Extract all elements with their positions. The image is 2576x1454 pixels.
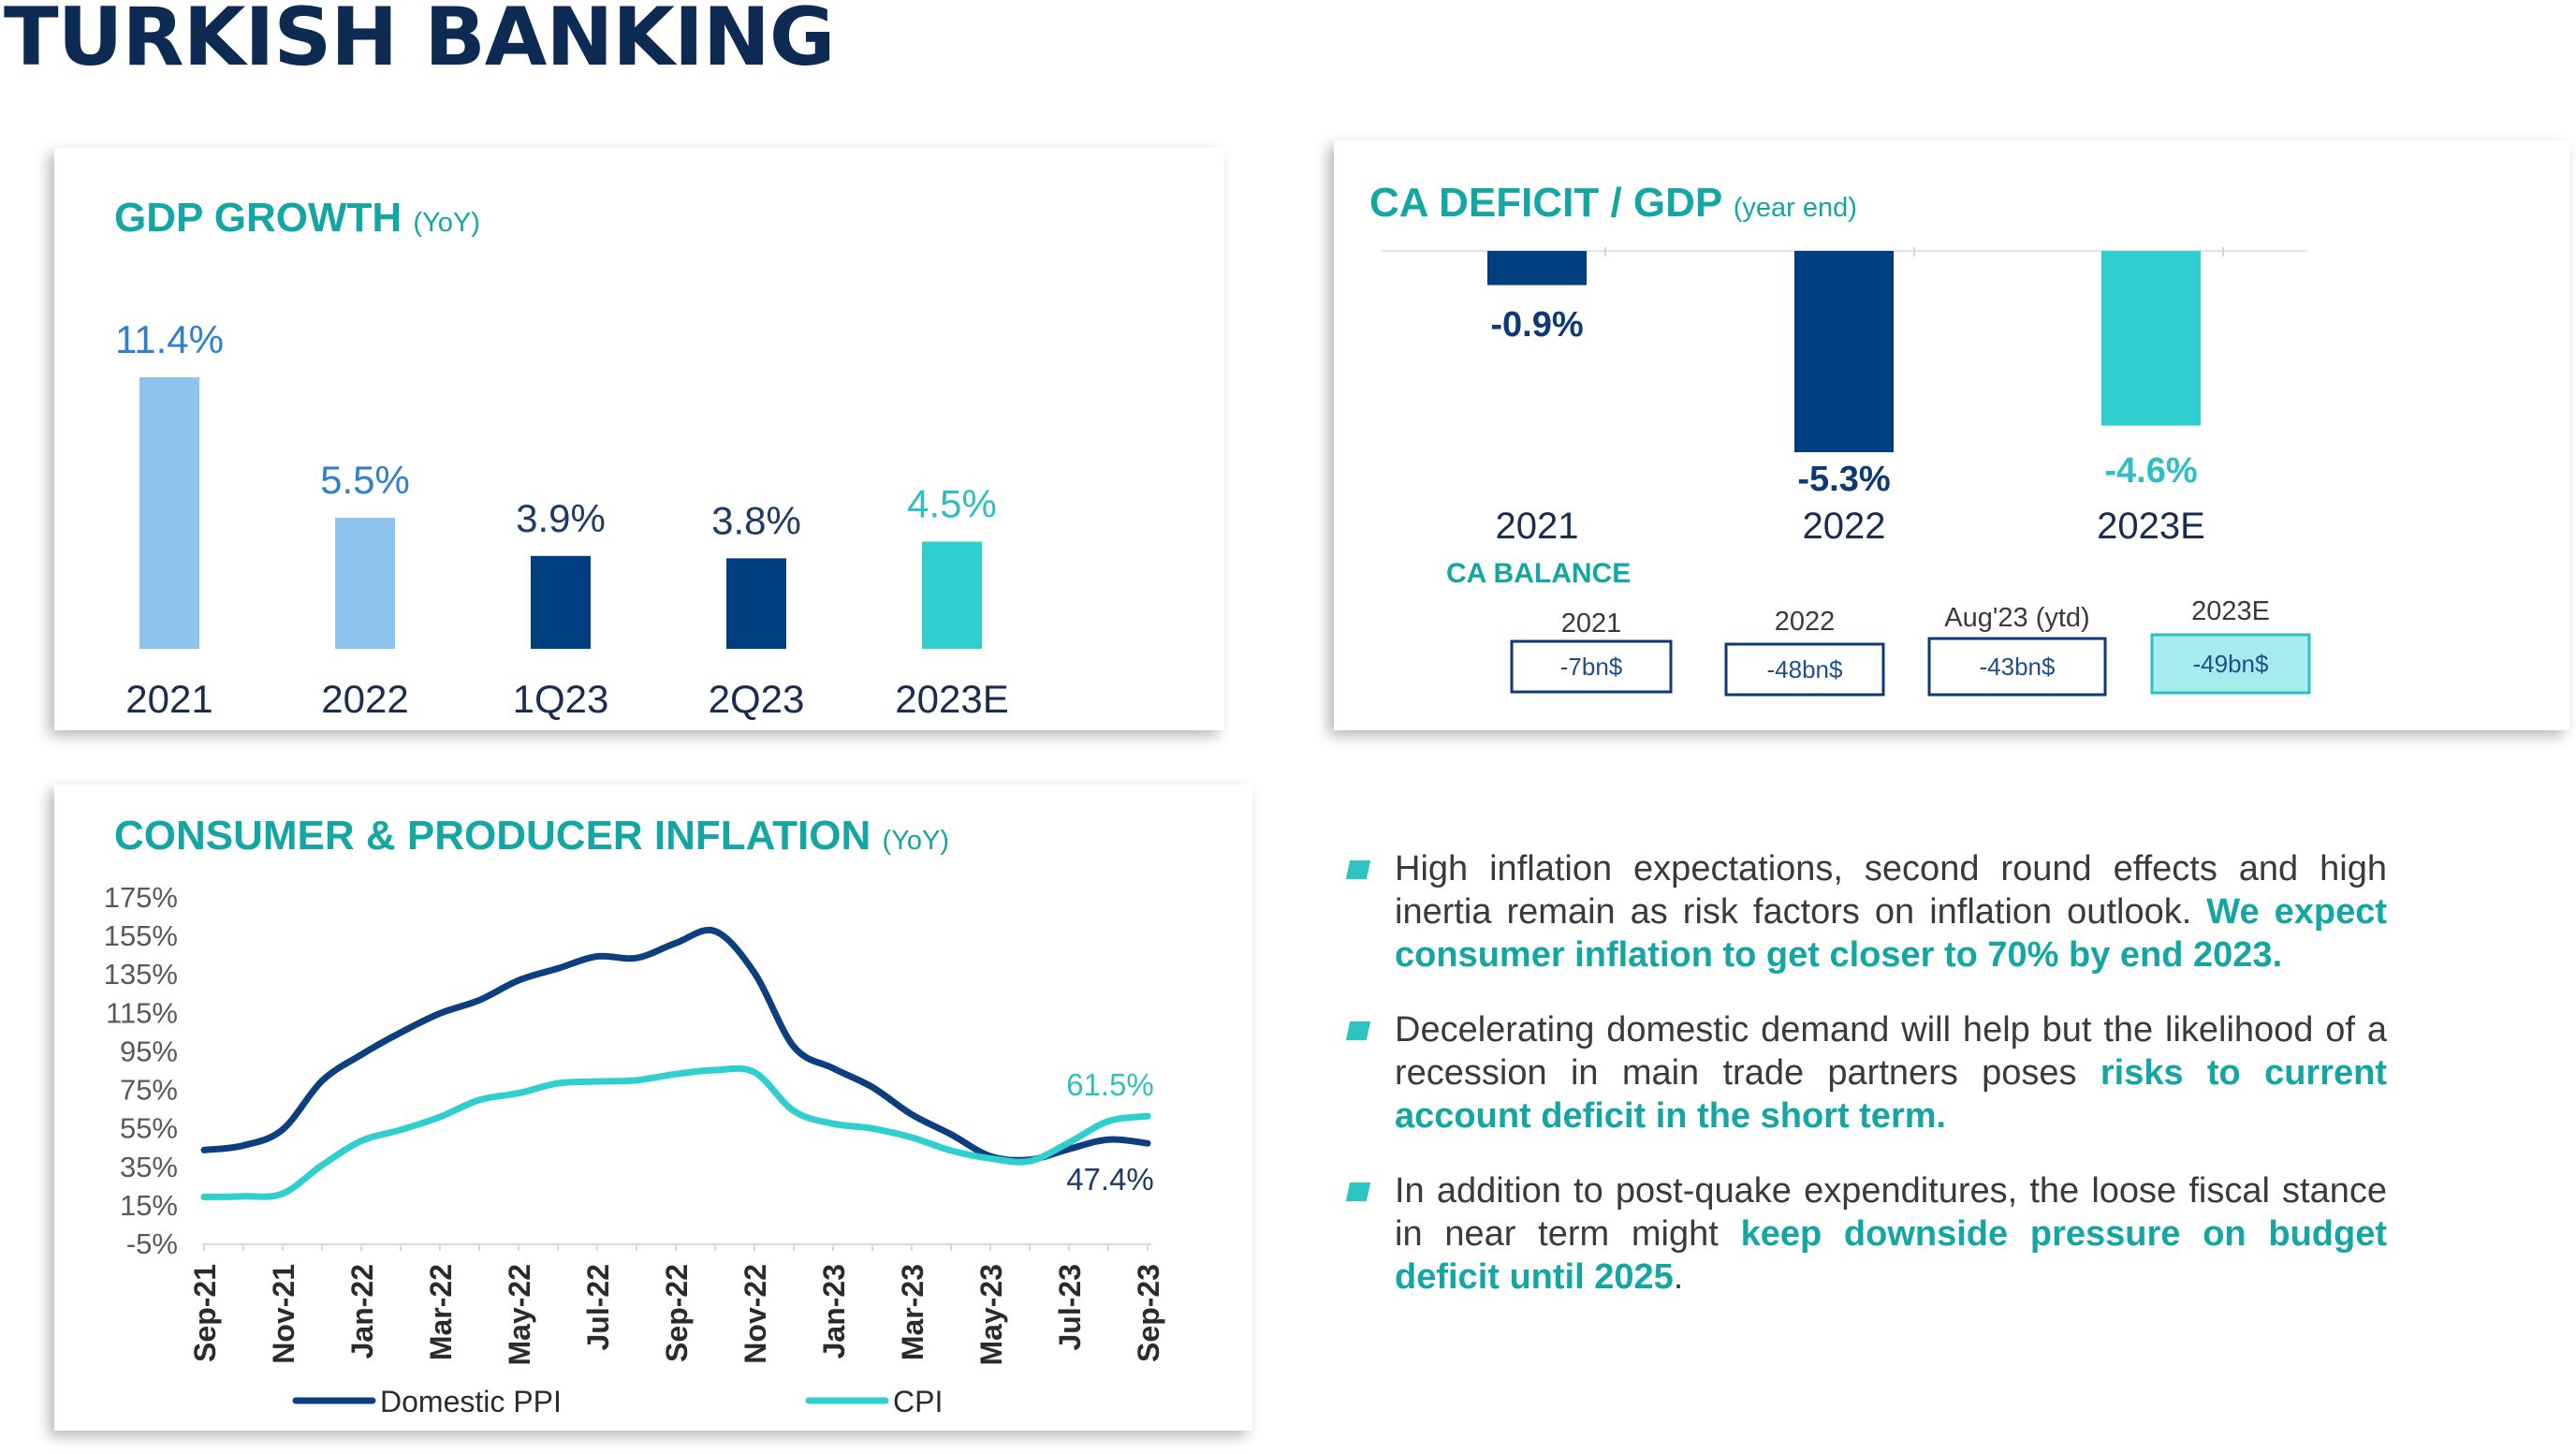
ca-balance-value: -7bn$ [1560, 653, 1623, 681]
gdp-value-label: 3.8% [711, 498, 801, 542]
gdp-value-label: 4.5% [907, 482, 997, 526]
ca-deficit-title: CA DEFICIT / GDP (year end) [1369, 180, 1857, 227]
ca-value-label: -5.3% [1797, 460, 1890, 499]
bullet-highlight: keep downside pressure on budget deficit… [1395, 1214, 2387, 1297]
y-tick-label: 75% [120, 1074, 178, 1107]
gdp-value-label: 11.4% [115, 317, 224, 361]
gdp-category-label: 1Q23 [513, 677, 609, 721]
bullet-item: In addition to post-quake expenditures, … [1345, 1169, 2387, 1299]
gdp-bar [335, 518, 395, 649]
ca-value-label: -0.9% [1490, 305, 1583, 345]
inflation-subtitle: (YoY) [882, 826, 949, 856]
ca-balance-value: -49bn$ [2193, 650, 2269, 678]
ca-balance-period: 2023E [2191, 596, 2270, 626]
x-tick-label: May-22 [503, 1264, 536, 1366]
x-tick-label: Sep-22 [660, 1264, 694, 1362]
bullet-text: In addition to post-quake expenditures, … [1395, 1171, 2387, 1254]
gdp-value-label: 5.5% [320, 458, 410, 502]
bullet-marker-icon [1345, 1182, 1371, 1201]
ca-balance-box [1724, 642, 1885, 697]
gdp-category-label: 2Q23 [709, 677, 805, 721]
x-tick-label: Nov-22 [739, 1264, 772, 1364]
gdp-category-label: 2022 [321, 677, 408, 721]
x-tick-label: Jul-22 [581, 1264, 615, 1350]
legend-ppi-label: Domestic PPI [380, 1385, 562, 1418]
x-tick-label: Nov-21 [267, 1264, 300, 1364]
ca-balance-value: -43bn$ [1980, 653, 2056, 681]
x-tick-label: Jan-23 [817, 1264, 851, 1359]
ca-balance-period: 2021 [1561, 609, 1622, 639]
x-tick-label: Mar-23 [896, 1264, 929, 1360]
gdp-bar [726, 558, 786, 649]
y-tick-label: 135% [104, 958, 178, 991]
ca-category-label: 2023E [2097, 506, 2205, 547]
ca-category-label: 2021 [1496, 506, 1579, 547]
ca-balance-period: 2022 [1775, 607, 1836, 637]
gdp-growth-title: GDP GROWTH (YoY) [114, 195, 480, 242]
bullet-text: Decelerating domestic demand will help b… [1395, 1010, 2387, 1093]
bullet-item: Decelerating domestic demand will help b… [1345, 1008, 2387, 1138]
gdp-growth-panel: GDP GROWTH (YoY) 11.4% 2021 5.5% 2022 3.9% 1Q… [54, 148, 1224, 730]
y-tick-label: 15% [120, 1189, 178, 1222]
cpi-end-label: 61.5% [1066, 1067, 1154, 1102]
ca-category-label: 2022 [1803, 506, 1886, 547]
gdp-bar [531, 555, 591, 649]
gdp-growth-subtitle: (YoY) [413, 208, 480, 238]
legend-cpi-label: CPI [893, 1385, 943, 1418]
gdp-growth-title-text: GDP GROWTH [114, 195, 402, 241]
ca-bar [2101, 251, 2201, 426]
x-tick-label: Sep-23 [1132, 1264, 1165, 1362]
y-tick-label: -5% [126, 1227, 178, 1260]
ca-balance-box [1927, 637, 2107, 697]
y-tick-label: 115% [106, 996, 178, 1029]
ca-deficit-chart: -0.9% 2021 -5.3% 2022 -4.6% 2023E CA BALANCE 20… [1383, 247, 2311, 697]
inflation-title-text: CONSUMER & PRODUCER INFLATION [114, 813, 871, 859]
y-tick-label: 95% [120, 1035, 178, 1067]
bullet-tail: . [1673, 1257, 1684, 1297]
bullet-marker-icon [1345, 1021, 1371, 1040]
ca-balance-period: Aug'23 (ytd) [1944, 603, 2089, 633]
page-title: TURKISH BANKING [4, 0, 835, 84]
x-tick-label: May-23 [974, 1264, 1008, 1366]
x-tick-label: Jul-23 [1053, 1264, 1087, 1350]
y-tick-label: 35% [120, 1151, 178, 1183]
x-tick-label: Mar-22 [424, 1264, 458, 1360]
inflation-panel: CONSUMER & PRODUCER INFLATION (YoY) -5% 1… [54, 785, 1252, 1431]
cpi-line [200, 1065, 1151, 1200]
ca-balance-box [1510, 639, 1673, 694]
ca-bar [1487, 251, 1587, 286]
ppi-line [200, 926, 1151, 1164]
ca-deficit-subtitle: (year end) [1733, 193, 1857, 223]
inflation-chart: -5% 15% 35% 55% 75% 95% 115% 135% 155% 175% Sep-21… [104, 881, 1165, 1418]
ca-bar [1794, 251, 1894, 452]
gdp-growth-chart: 11.4% 2021 5.5% 2022 3.9% 1Q23 3.8% 2Q23 4.5% 202… [115, 317, 1009, 721]
gdp-bar [922, 541, 982, 649]
y-tick-label: 155% [104, 919, 178, 952]
ca-value-label: -4.6% [2104, 451, 2197, 491]
bullet-highlight: risks to current account deficit in the … [1395, 1053, 2387, 1136]
gdp-category-label: 2023E [895, 677, 1008, 721]
x-tick-label: Sep-21 [188, 1264, 222, 1362]
ca-balance-value: -48bn$ [1767, 655, 1843, 683]
ca-balance-title: CA BALANCE [1446, 558, 1631, 589]
ca-deficit-title-text: CA DEFICIT / GDP [1369, 180, 1722, 226]
ca-deficit-panel: CA DEFICIT / GDP (year end) -0.9% 2021 -5.… [1334, 140, 2569, 730]
bullet-marker-icon [1345, 860, 1371, 879]
ca-balance-box [2150, 633, 2311, 695]
y-tick-label: 55% [120, 1112, 178, 1145]
gdp-bar [139, 377, 199, 649]
commentary-bullets: High inflation expectations, second roun… [1345, 847, 2387, 1330]
inflation-title: CONSUMER & PRODUCER INFLATION (YoY) [114, 813, 949, 859]
gdp-category-label: 2021 [125, 677, 212, 721]
bullet-highlight: We expect consumer inflation to get clos… [1395, 892, 2387, 975]
bullet-item: High inflation expectations, second roun… [1345, 847, 2387, 977]
y-tick-label: 175% [104, 881, 178, 914]
gdp-value-label: 3.9% [516, 496, 606, 540]
bullet-text: High inflation expectations, second roun… [1395, 849, 2387, 932]
ppi-end-label: 47.4% [1066, 1162, 1154, 1197]
x-tick-label: Jan-22 [345, 1264, 379, 1359]
